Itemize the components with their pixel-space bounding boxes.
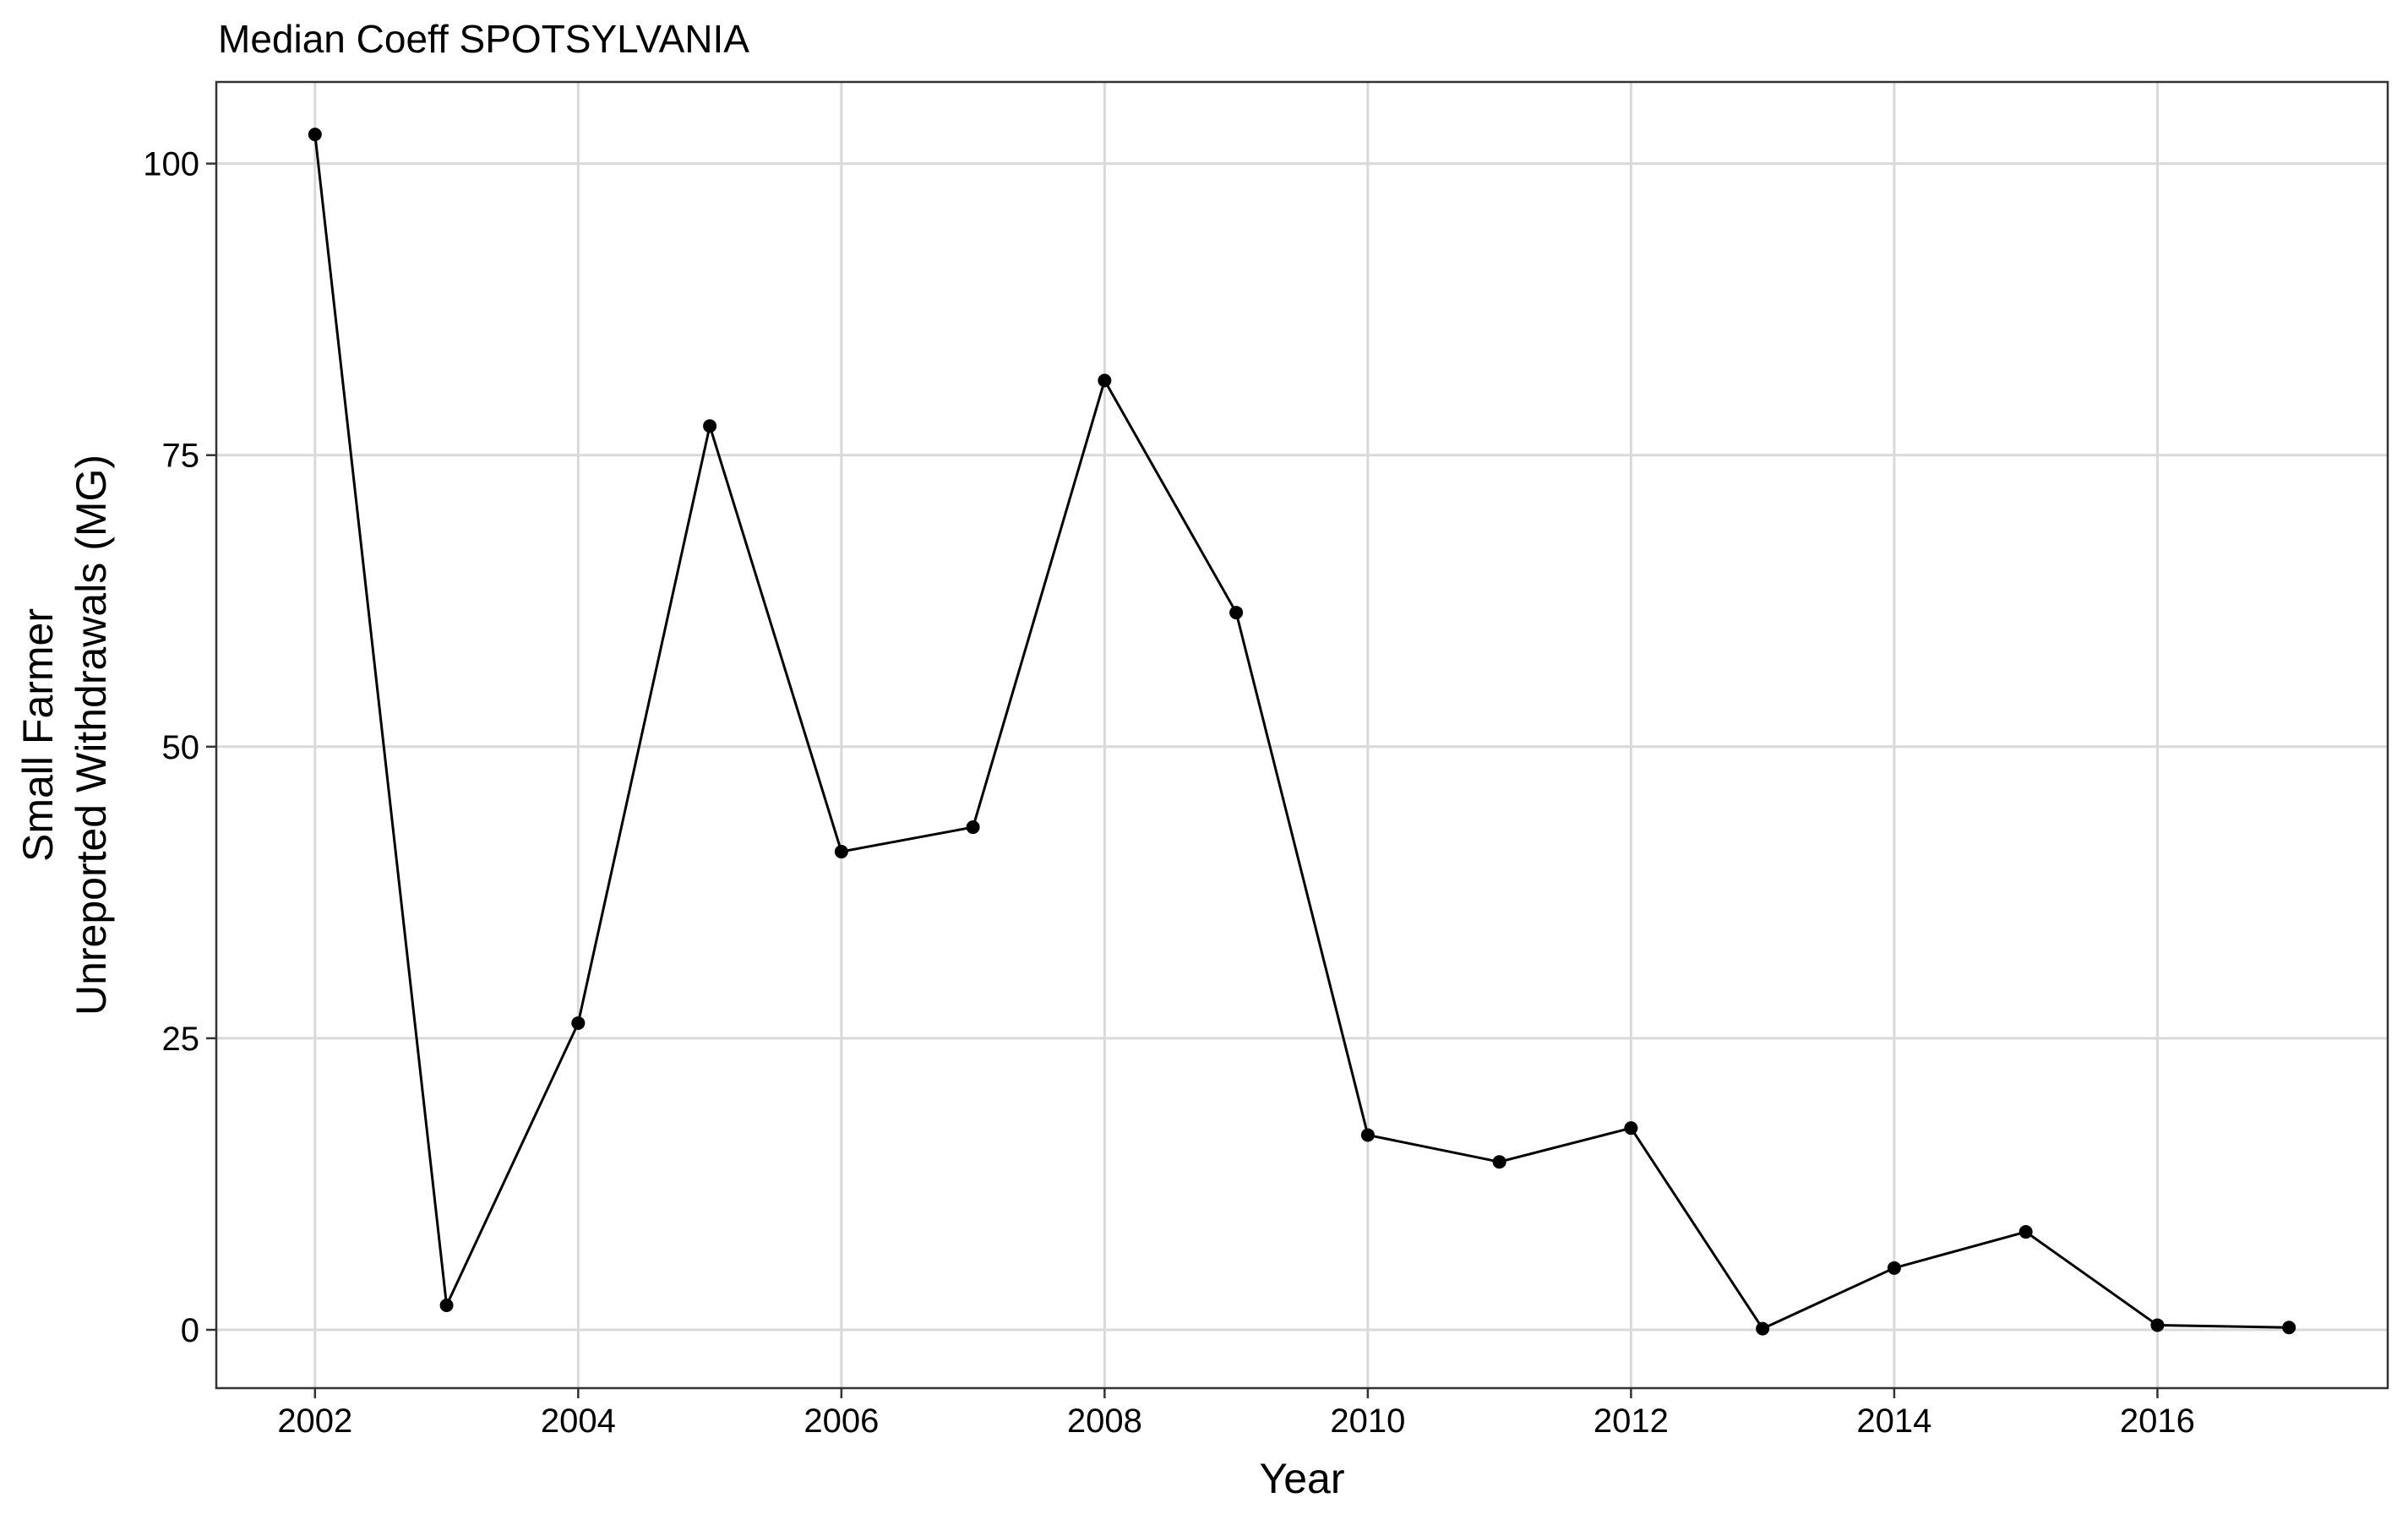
data-point-2005 (703, 419, 717, 433)
x-tick-label-2008: 2008 (1067, 1402, 1142, 1440)
data-point-2014 (1887, 1261, 1901, 1275)
x-axis-title: Year (1259, 1455, 1344, 1502)
data-points (308, 128, 2296, 1336)
data-point-2009 (1229, 606, 1244, 620)
data-point-2016 (2150, 1318, 2165, 1332)
data-point-2006 (834, 845, 848, 859)
data-point-2012 (1624, 1121, 1638, 1136)
x-axis-tick-labels: 2002 2004 2006 2008 2010 2012 2014 2016 (277, 1402, 2195, 1440)
series-line (313, 133, 2290, 1331)
data-point-2002 (308, 128, 322, 142)
data-point-2008 (1098, 373, 1112, 388)
chart-title: Median Coeff SPOTSYLVANIA (218, 17, 749, 61)
x-tick-label-2004: 2004 (541, 1402, 616, 1440)
data-point-2007 (966, 820, 980, 835)
x-tick-label-2012: 2012 (1594, 1402, 1669, 1440)
data-point-2017 (2282, 1321, 2296, 1335)
x-tick-label-2006: 2006 (804, 1402, 879, 1440)
y-tick-label-75: 75 (162, 438, 200, 475)
x-tick-label-2014: 2014 (1856, 1402, 1931, 1440)
data-point-2010 (1360, 1128, 1375, 1142)
data-point-2004 (571, 1016, 586, 1030)
x-tick-label-2010: 2010 (1330, 1402, 1405, 1440)
series-line-group (313, 133, 2290, 1331)
x-tick-label-2016: 2016 (2120, 1402, 2195, 1440)
y-axis-title-line-2: Unreported Withdrawals (MG) (68, 455, 115, 1016)
y-tick-label-50: 50 (162, 729, 200, 766)
y-axis-tick-labels: 0 25 50 75 100 (143, 146, 199, 1349)
data-point-2015 (2018, 1225, 2033, 1239)
plot-panel-border (215, 80, 2389, 1390)
grid-lines (216, 82, 2388, 1388)
y-tick-label-0: 0 (181, 1312, 199, 1349)
y-tick-label-100: 100 (143, 146, 199, 183)
y-axis-title: Small Farmer Unreported Withdrawals (MG) (14, 455, 115, 1016)
x-tick-label-2002: 2002 (277, 1402, 352, 1440)
data-point-2013 (1756, 1321, 1770, 1336)
axis-ticks (206, 162, 2159, 1398)
data-point-2011 (1492, 1155, 1506, 1169)
y-tick-label-25: 25 (162, 1021, 200, 1058)
y-axis-title-line-1: Small Farmer (14, 608, 62, 862)
data-point-2003 (439, 1298, 454, 1312)
